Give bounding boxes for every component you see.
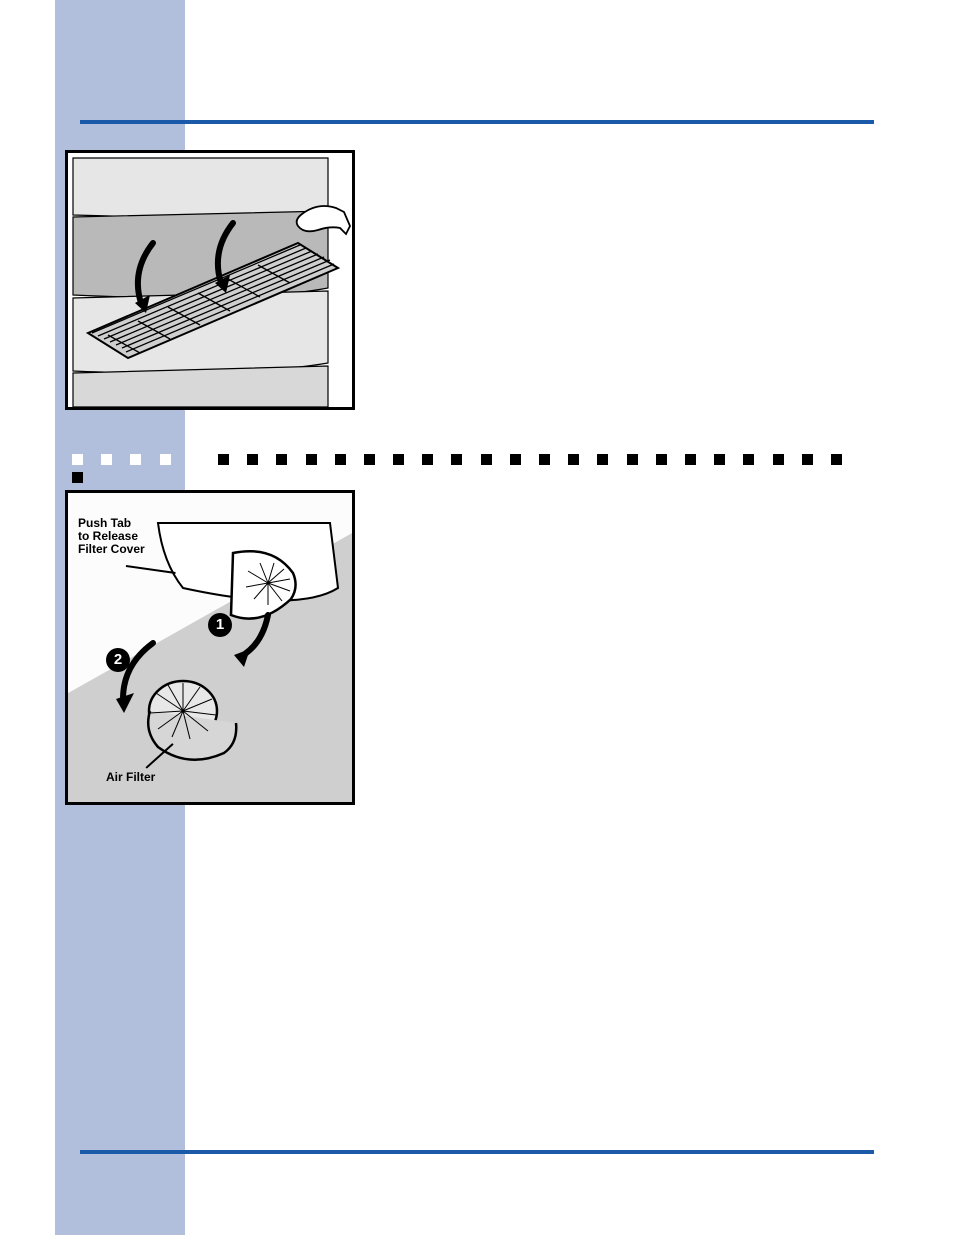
top-horizontal-rule xyxy=(80,120,874,124)
figure-shelf-install xyxy=(65,150,355,410)
shelf-illustration-svg xyxy=(68,153,352,407)
air-filter-label: Air Filter xyxy=(106,771,155,784)
step-badge-2: 2 xyxy=(106,648,130,672)
dotted-separator xyxy=(72,451,876,467)
bottom-horizontal-rule xyxy=(80,1150,874,1154)
figure-air-filter: Push Tab to Release Filter Cover Air Fil… xyxy=(65,490,355,805)
tab-label-line3: Filter Cover xyxy=(78,543,145,556)
manual-page: Push Tab to Release Filter Cover Air Fil… xyxy=(0,0,954,1235)
step-badge-1: 1 xyxy=(208,613,232,637)
tab-label: Push Tab to Release Filter Cover xyxy=(78,517,145,557)
